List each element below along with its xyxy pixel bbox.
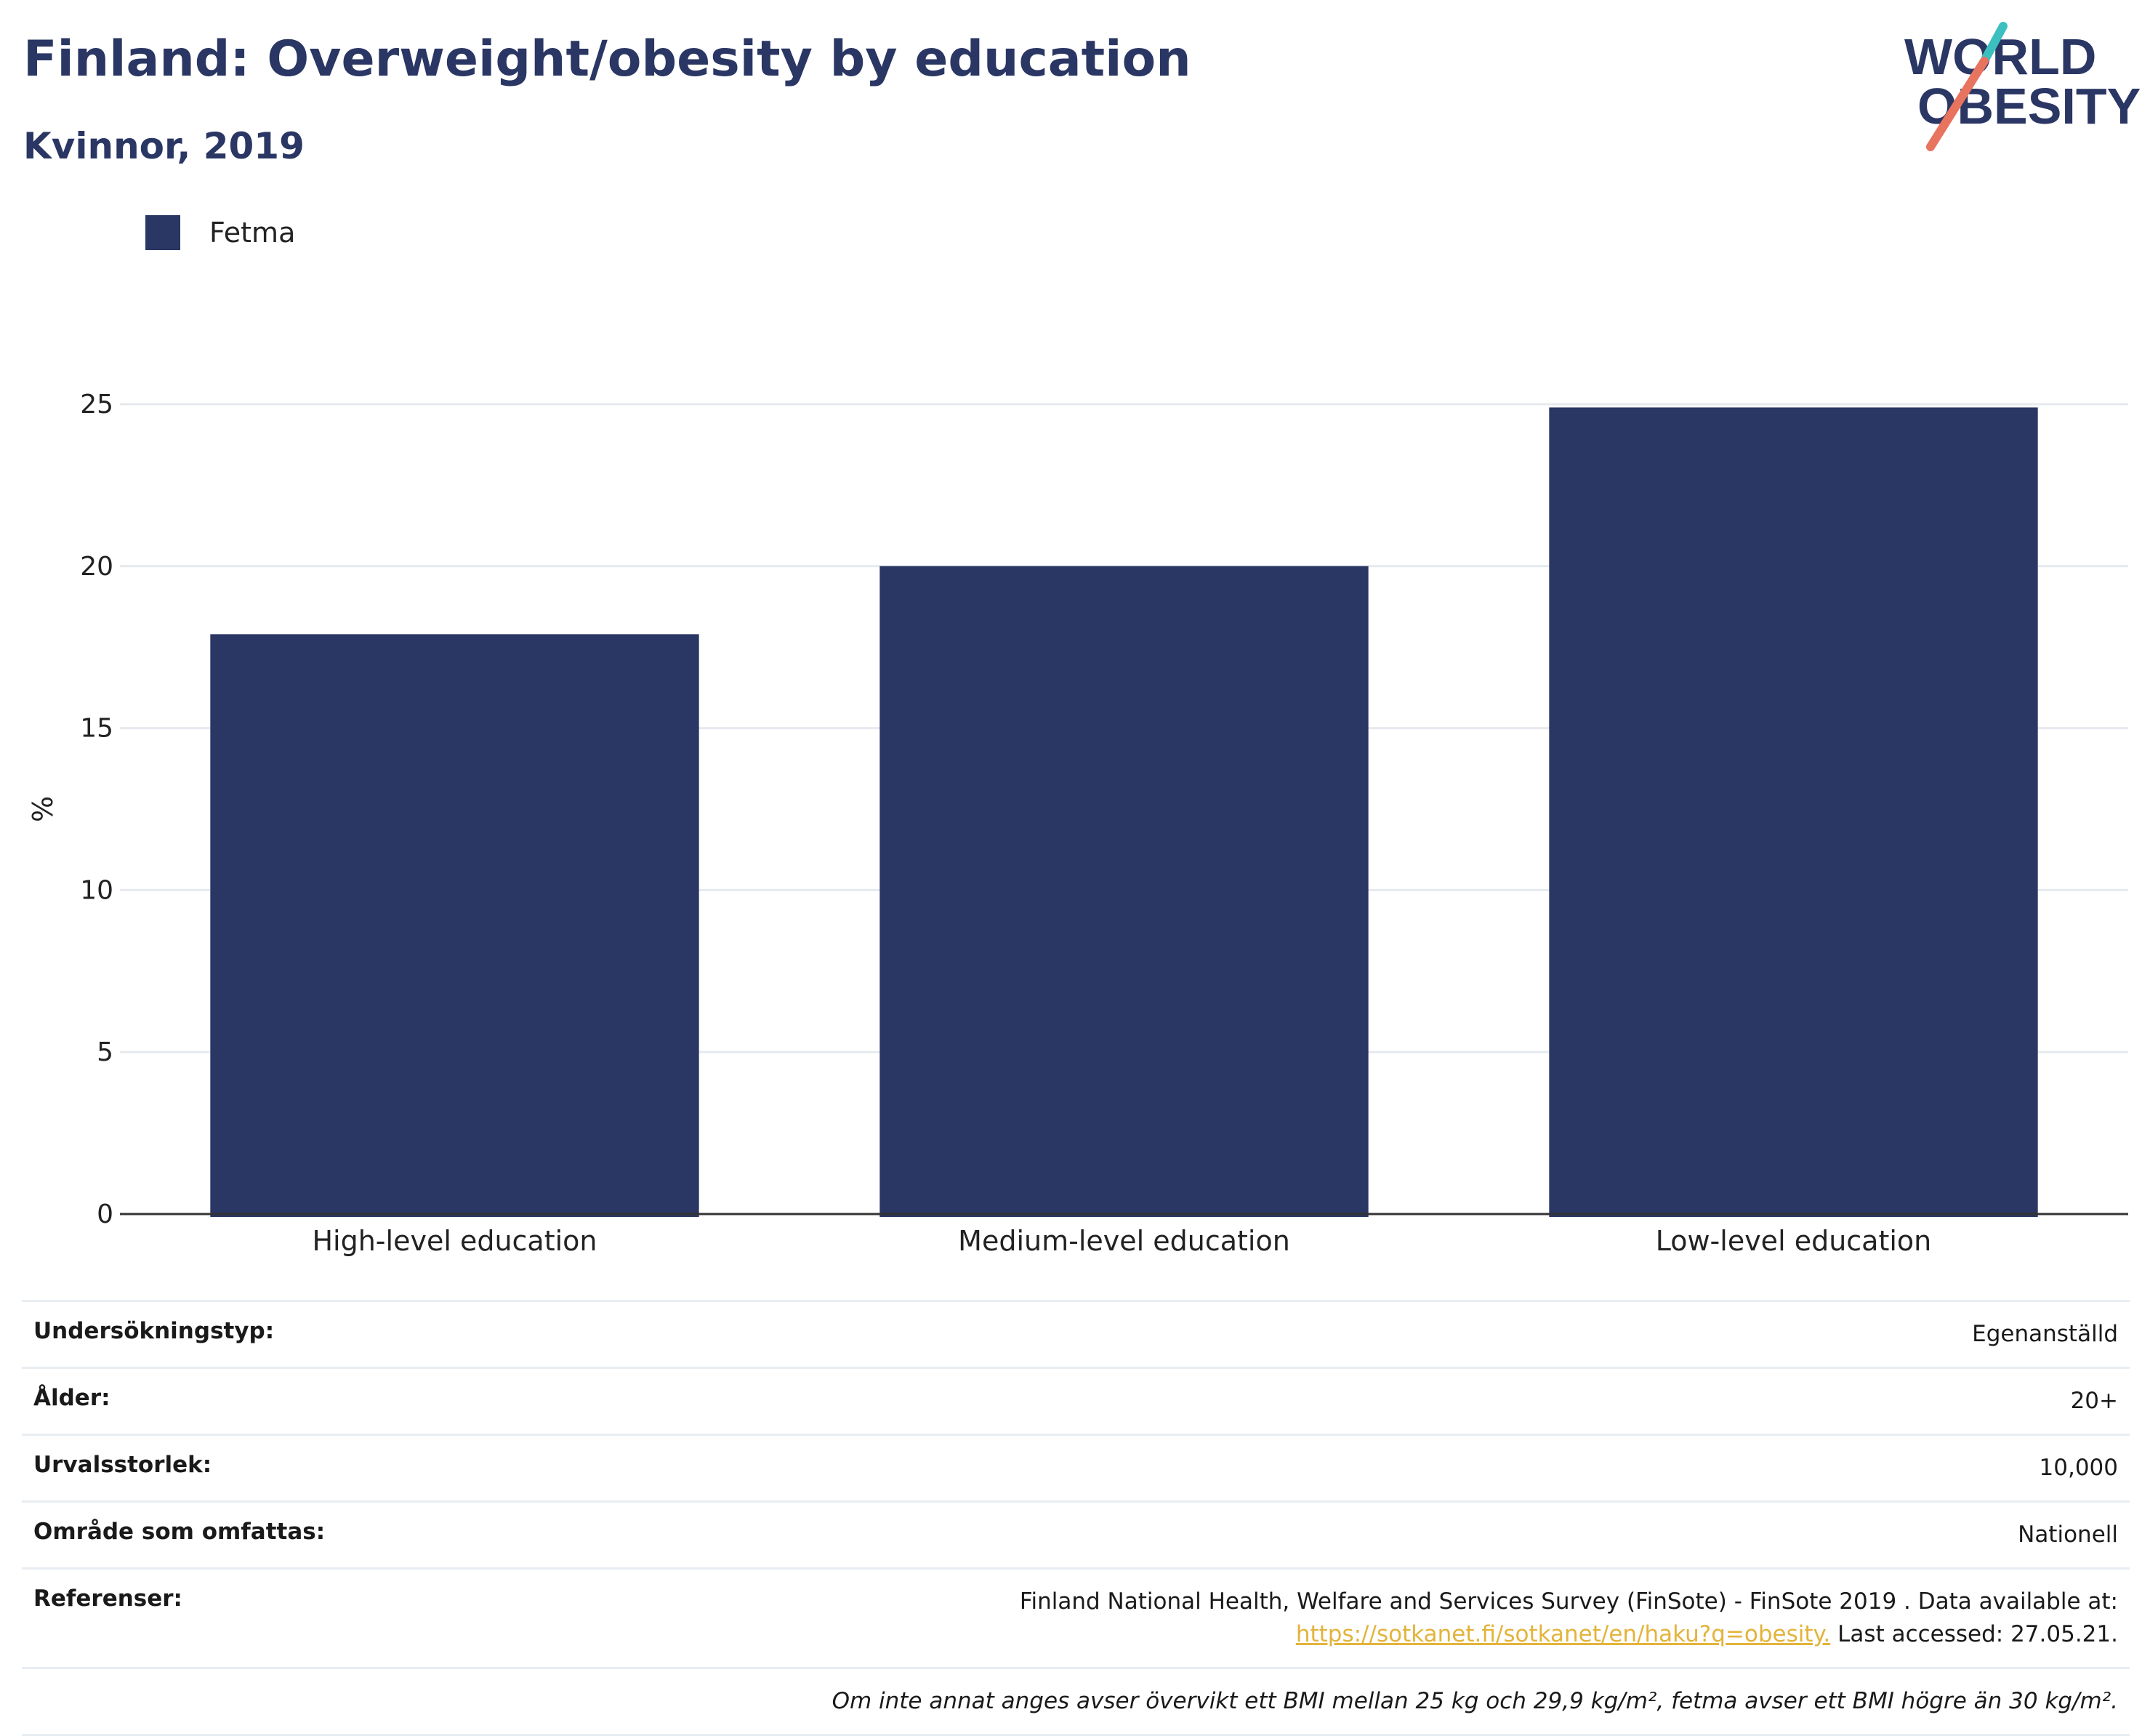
- y-axis-title: %: [27, 796, 59, 822]
- table-row: Område som omfattas: Nationell: [22, 1500, 2130, 1569]
- table-row-note: Om inte annat anges avser övervikt ett B…: [22, 1666, 2130, 1736]
- axes: 0 5 10 15 20 25 High-level education Medium-lev…: [27, 390, 2128, 1257]
- row-label: Ålder:: [22, 1366, 481, 1435]
- row-label: Område som omfattas:: [22, 1500, 481, 1569]
- y-tick-label: 5: [97, 1037, 113, 1067]
- row-label: Undersökningstyp:: [22, 1300, 481, 1368]
- world-obesity-logo: WORLD OBESITY: [1904, 22, 2141, 151]
- references-text: Finland National Health, Welfare and Ser…: [1019, 1588, 2118, 1615]
- references-suffix: Last accessed: 27.05.21.: [1830, 1620, 2118, 1647]
- x-tick-label: High-level education: [312, 1225, 597, 1257]
- bar-chart: 0 5 10 15 20 25 High-level education Medium-lev…: [27, 215, 2128, 1257]
- metadata-table: Undersökningstyp: Egenanställd Ålder: 20…: [22, 1300, 2130, 1736]
- y-tick-label: 10: [80, 875, 113, 905]
- bars: [210, 407, 2038, 1217]
- legend: Fetma: [145, 215, 295, 250]
- x-tick-label: Medium-level education: [958, 1225, 1290, 1257]
- logo-slash-teal: [1981, 22, 2008, 63]
- page-subtitle: Kvinnor, 2019: [23, 125, 305, 167]
- legend-label: Fetma: [209, 217, 295, 249]
- logo-slash-coral: [1926, 57, 1989, 151]
- x-tick-label: Low-level education: [1656, 1225, 1932, 1257]
- references-value: Finland National Health, Welfare and Ser…: [481, 1567, 2130, 1668]
- table-row: Ålder: 20+: [22, 1366, 2130, 1435]
- y-tick-label: 25: [80, 390, 113, 419]
- y-tick-label: 20: [80, 552, 113, 582]
- table-row: Undersökningstyp: Egenanställd: [22, 1300, 2130, 1368]
- references-label: Referenser:: [22, 1567, 481, 1668]
- row-value: Nationell: [481, 1500, 2130, 1569]
- bar: [879, 566, 1369, 1217]
- definition-note: Om inte annat anges avser övervikt ett B…: [22, 1666, 2130, 1736]
- row-value: 10,000: [481, 1433, 2130, 1502]
- table-row-references: Referenser: Finland National Health, Wel…: [22, 1567, 2130, 1668]
- bar: [1549, 407, 2038, 1217]
- page-title: Finland: Overweight/obesity by education: [23, 31, 1191, 88]
- legend-swatch: [145, 215, 180, 250]
- row-value: Egenanställd: [481, 1300, 2130, 1368]
- row-value: 20+: [481, 1366, 2130, 1435]
- table-row: Urvalsstorlek: 10,000: [22, 1433, 2130, 1502]
- y-tick-label: 0: [97, 1199, 113, 1229]
- bar: [210, 634, 699, 1217]
- row-label: Urvalsstorlek:: [22, 1433, 481, 1502]
- references-link[interactable]: https://sotkanet.fi/sotkanet/en/haku?q=o…: [1295, 1620, 1831, 1647]
- y-tick-label: 15: [80, 714, 113, 744]
